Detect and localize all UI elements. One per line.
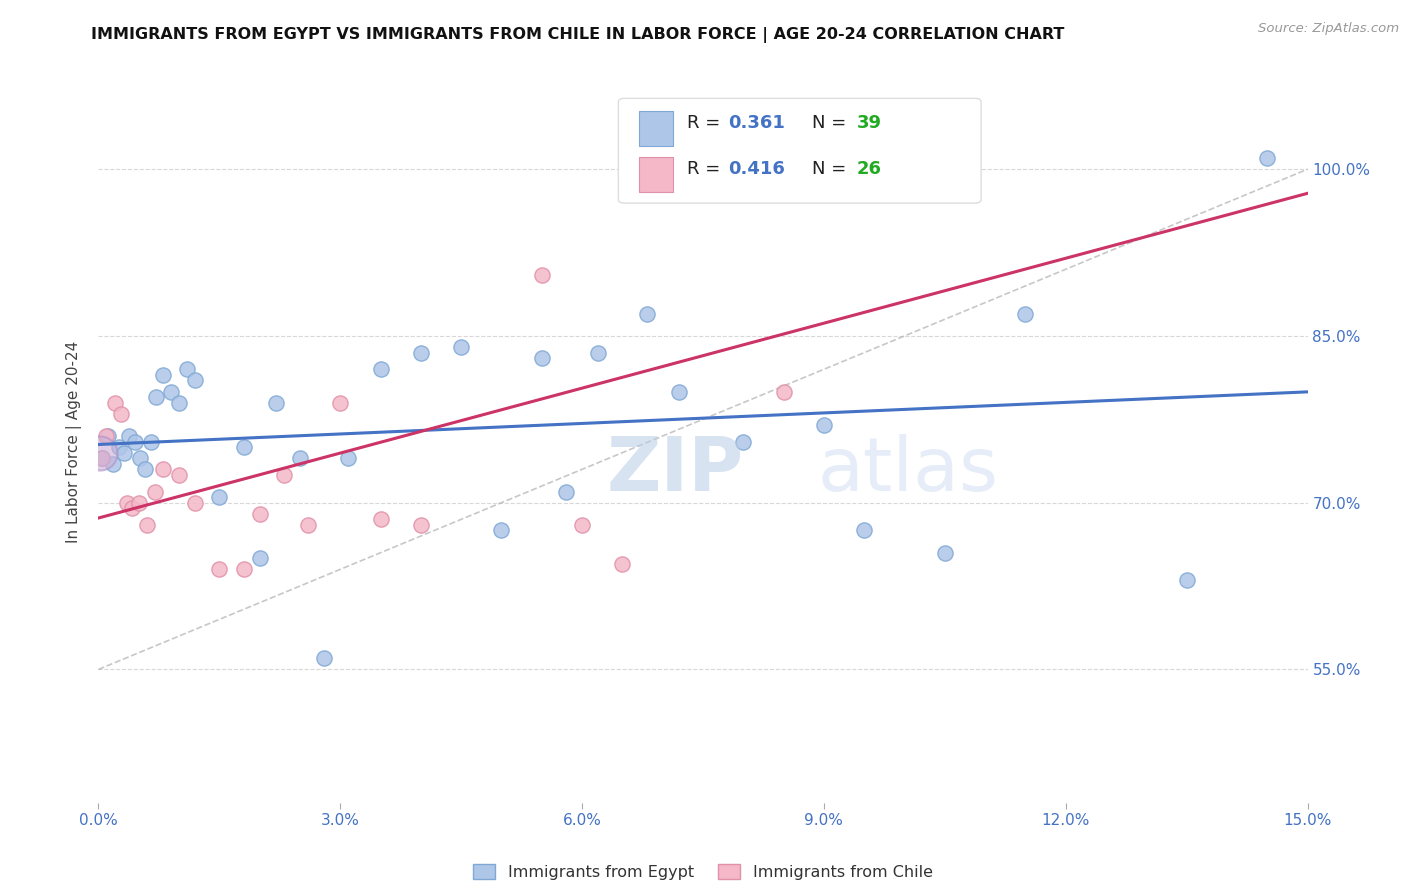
Point <box>249 551 271 566</box>
Point <box>232 440 254 454</box>
Point <box>91 451 114 466</box>
FancyBboxPatch shape <box>619 98 981 203</box>
Point <box>813 417 835 432</box>
Point <box>329 395 352 409</box>
Point <box>370 362 392 376</box>
Point <box>96 429 118 443</box>
Point <box>135 517 157 532</box>
Y-axis label: In Labor Force | Age 20-24: In Labor Force | Age 20-24 <box>66 341 83 542</box>
Point <box>530 351 553 366</box>
Point <box>152 368 174 382</box>
Point <box>1175 574 1198 588</box>
FancyBboxPatch shape <box>638 112 673 146</box>
Text: 26: 26 <box>856 161 882 178</box>
Point <box>853 524 876 538</box>
Point <box>110 407 132 421</box>
Point <box>910 151 932 165</box>
Point <box>957 151 980 165</box>
Point <box>1256 151 1278 165</box>
Point <box>491 524 513 538</box>
Point <box>409 345 432 359</box>
Legend: Immigrants from Egypt, Immigrants from Chile: Immigrants from Egypt, Immigrants from C… <box>467 858 939 887</box>
Point <box>184 496 207 510</box>
Point <box>636 307 658 321</box>
Text: R =: R = <box>688 114 727 132</box>
Point <box>128 496 150 510</box>
Point <box>612 557 634 571</box>
Text: N =: N = <box>811 114 852 132</box>
FancyBboxPatch shape <box>638 157 673 192</box>
Point <box>208 490 231 504</box>
Point <box>124 434 146 449</box>
Point <box>370 512 392 526</box>
Point <box>314 651 336 665</box>
Point <box>733 434 755 449</box>
Point <box>668 384 690 399</box>
Text: ZIP: ZIP <box>606 434 744 507</box>
Point <box>571 517 593 532</box>
Point <box>89 445 111 459</box>
Text: Source: ZipAtlas.com: Source: ZipAtlas.com <box>1258 22 1399 36</box>
Point <box>145 390 167 404</box>
Point <box>129 451 152 466</box>
Text: IMMIGRANTS FROM EGYPT VS IMMIGRANTS FROM CHILE IN LABOR FORCE | AGE 20-24 CORREL: IMMIGRANTS FROM EGYPT VS IMMIGRANTS FROM… <box>91 27 1064 43</box>
Point <box>208 562 231 576</box>
Text: N =: N = <box>811 161 852 178</box>
Point <box>184 373 207 387</box>
Point <box>555 484 578 499</box>
Point <box>97 429 120 443</box>
Text: atlas: atlas <box>818 434 998 507</box>
Point <box>143 484 166 499</box>
Point <box>232 562 254 576</box>
Point <box>107 440 129 454</box>
Text: R =: R = <box>688 161 727 178</box>
Point <box>134 462 156 476</box>
Point <box>249 507 271 521</box>
Point <box>273 467 295 482</box>
Point <box>288 451 311 466</box>
Point <box>103 395 125 409</box>
Point <box>264 395 287 409</box>
Point <box>91 451 114 466</box>
Text: 39: 39 <box>856 114 882 132</box>
Point <box>337 451 360 466</box>
Point <box>101 457 124 471</box>
Text: 0.361: 0.361 <box>728 114 786 132</box>
Point <box>176 362 198 376</box>
Text: 0.416: 0.416 <box>728 161 786 178</box>
Point <box>121 501 143 516</box>
Point <box>115 496 138 510</box>
Point <box>772 384 794 399</box>
Point <box>450 340 472 354</box>
Point <box>139 434 162 449</box>
Point <box>167 395 190 409</box>
Point <box>297 517 319 532</box>
Point <box>530 268 553 282</box>
Point <box>152 462 174 476</box>
Point <box>118 429 141 443</box>
Point <box>1014 307 1036 321</box>
Point <box>586 345 609 359</box>
Point <box>167 467 190 482</box>
Point <box>160 384 183 399</box>
Point <box>409 517 432 532</box>
Point <box>934 546 956 560</box>
Point <box>112 445 135 459</box>
